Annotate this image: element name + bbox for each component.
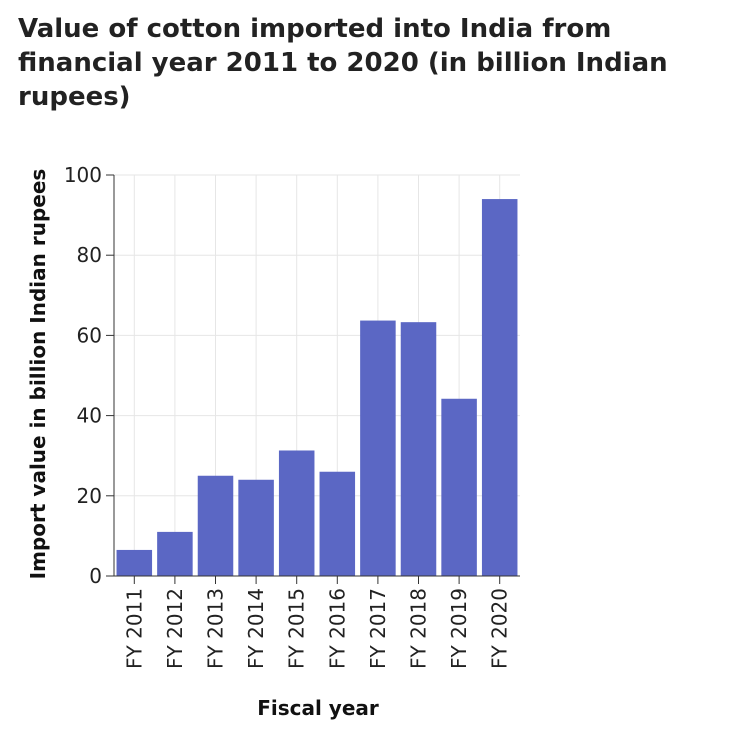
x-tick-label: FY 2017: [366, 588, 390, 669]
x-tick-label: FY 2014: [244, 588, 268, 669]
bar-fy-2013: [197, 475, 234, 576]
y-tick-label: 0: [89, 564, 102, 588]
bar-fy-2017: [360, 320, 396, 576]
bar-fy-2020: [481, 199, 518, 576]
bar-fy-2011: [116, 549, 153, 576]
x-tick-label: FY 2019: [447, 588, 471, 669]
bars: [116, 199, 518, 576]
x-tick-label: FY 2016: [325, 588, 349, 669]
y-tick-label: 40: [77, 404, 102, 428]
x-tick-label: FY 2018: [407, 588, 431, 669]
x-axis-label: Fiscal year: [257, 696, 379, 720]
axes: [106, 174, 520, 584]
y-tick-label: 80: [77, 243, 102, 267]
bar-fy-2018: [400, 322, 437, 576]
x-tick-label: FY 2015: [285, 588, 309, 669]
x-tick-label: FY 2012: [163, 588, 187, 669]
y-tick-label: 60: [77, 323, 102, 347]
x-tick-label: FY 2020: [488, 588, 512, 669]
y-tick-label: 20: [77, 484, 102, 508]
bar-fy-2016: [319, 471, 356, 576]
bar-fy-2014: [238, 479, 274, 576]
x-tick-label: FY 2011: [122, 588, 146, 669]
y-tick-labels: 0 20 40 60 80 100: [64, 163, 102, 588]
bar-fy-2019: [441, 398, 477, 576]
chart-title: Value of cotton imported into India from…: [18, 14, 668, 112]
bar-fy-2015: [278, 450, 315, 576]
x-tick-label: FY 2013: [204, 588, 228, 669]
bar-fy-2012: [157, 531, 193, 576]
y-tick-label: 100: [64, 163, 102, 187]
x-tick-labels: FY 2011 FY 2012 FY 2013 FY 2014 FY 2015 FY 20…: [122, 588, 511, 669]
